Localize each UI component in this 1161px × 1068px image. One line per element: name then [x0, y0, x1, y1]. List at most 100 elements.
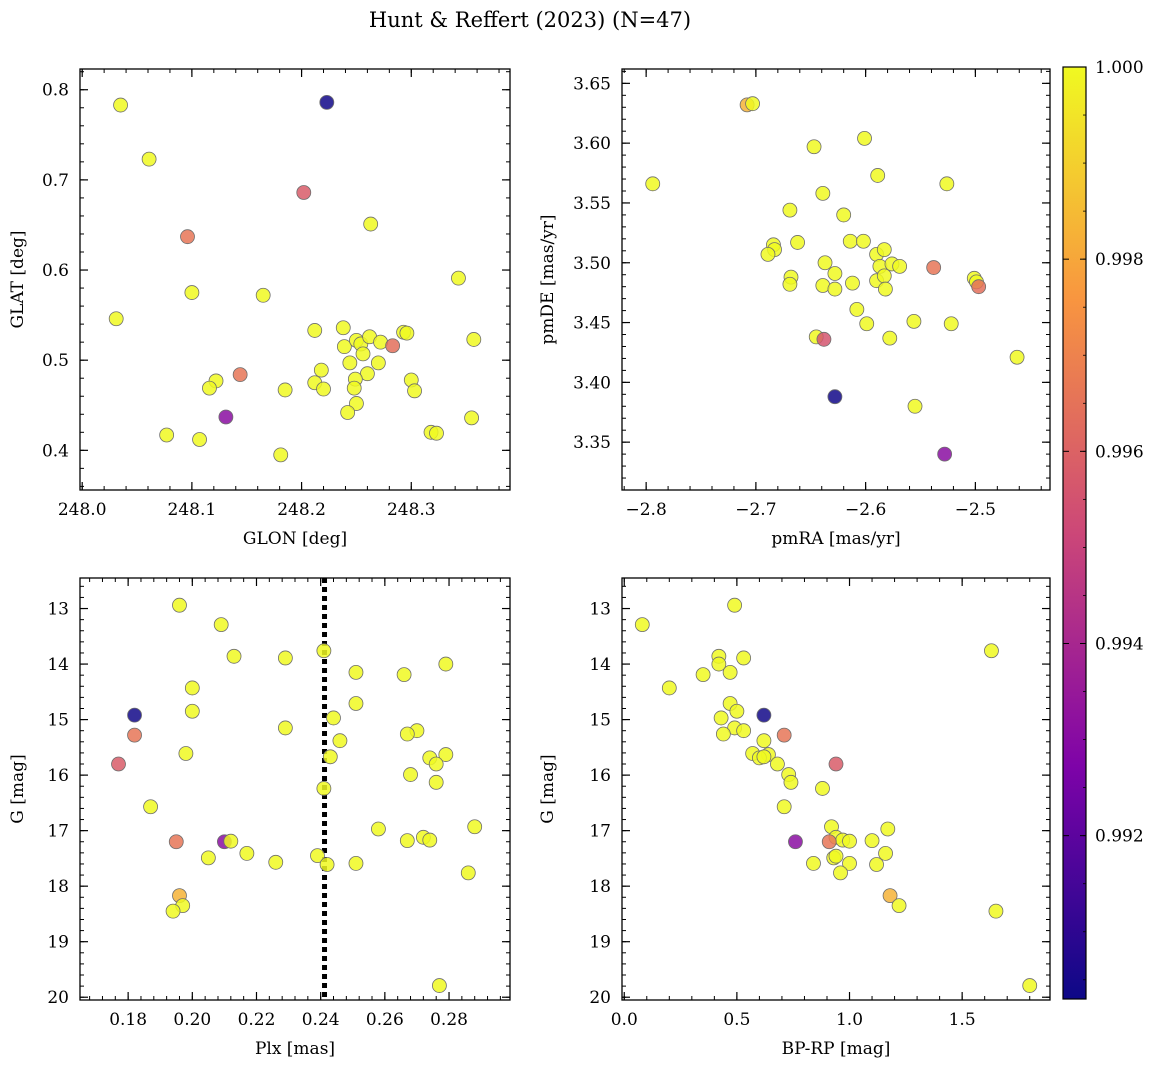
data-point	[113, 97, 128, 113]
data-point	[319, 94, 335, 110]
data-point	[184, 703, 200, 719]
data-point	[756, 733, 772, 749]
x-tick-label: 248.2	[277, 500, 326, 520]
data-point	[226, 648, 242, 664]
data-point	[776, 727, 792, 743]
data-point	[319, 857, 335, 872]
data-point	[159, 427, 175, 443]
y-tick-label: 0.6	[42, 261, 69, 281]
data-point	[399, 325, 415, 341]
data-point	[722, 664, 738, 680]
data-point	[880, 821, 896, 837]
y-tick-label: 3.45	[573, 314, 611, 334]
data-point	[715, 726, 731, 742]
data-point	[346, 380, 362, 396]
data-point	[788, 834, 803, 850]
y-axis-label: GLAT [deg]	[8, 230, 28, 328]
data-point	[878, 846, 893, 861]
data-point	[316, 643, 332, 659]
x-tick-label: 0.5	[723, 1010, 750, 1030]
y-axis-label: G [mag]	[8, 754, 28, 823]
data-point	[316, 781, 332, 796]
data-point	[200, 850, 216, 866]
x-tick-label: −2.8	[626, 500, 667, 520]
data-point	[745, 96, 760, 112]
data-point	[371, 821, 386, 837]
y-tick-label: 20	[47, 988, 69, 1008]
data-point	[127, 727, 142, 743]
data-point	[756, 707, 772, 723]
data-point	[828, 848, 844, 864]
data-point	[178, 746, 194, 761]
data-point	[363, 216, 379, 232]
colorbar-tick-label: 0.998	[1095, 250, 1144, 270]
data-point	[273, 447, 289, 463]
data-point	[307, 323, 323, 338]
x-tick-label: 0.28	[430, 1010, 468, 1030]
data-point	[359, 366, 375, 382]
y-tick-label: 14	[47, 655, 69, 675]
y-tick-label: 3.60	[573, 134, 611, 154]
data-point	[876, 242, 892, 257]
data-point	[428, 774, 444, 790]
y-tick-label: 18	[47, 877, 69, 897]
x-tick-label: −2.5	[955, 500, 996, 520]
colorbar-gradient	[1063, 67, 1086, 999]
data-point	[736, 650, 752, 666]
data-point	[806, 856, 821, 871]
x-tick-label: −2.6	[845, 500, 886, 520]
data-point	[869, 857, 884, 872]
x-tick-label: 1.0	[836, 1010, 863, 1030]
data-point	[842, 856, 857, 871]
data-point	[355, 346, 371, 362]
y-axis-label: pmDE [mas/yr]	[538, 214, 558, 344]
data-point	[984, 643, 999, 659]
data-point	[296, 185, 312, 200]
data-point	[827, 389, 843, 405]
data-point	[310, 848, 325, 864]
data-point	[192, 432, 207, 447]
data-point	[988, 903, 1004, 919]
data-point	[232, 367, 248, 383]
data-point	[782, 202, 798, 218]
data-point	[464, 410, 480, 426]
x-tick-label: −2.7	[735, 500, 776, 520]
data-point	[184, 680, 200, 696]
y-tick-label: 0.8	[42, 81, 69, 101]
data-point	[451, 270, 466, 286]
data-point	[926, 260, 942, 275]
data-point	[943, 316, 959, 332]
data-point	[277, 650, 293, 666]
data-point	[695, 667, 711, 683]
data-point	[827, 266, 843, 281]
axes-frame	[79, 68, 511, 491]
data-point	[268, 854, 284, 870]
data-point	[842, 833, 857, 849]
data-point	[645, 176, 661, 192]
data-point	[332, 733, 348, 749]
data-point	[1009, 349, 1025, 365]
data-point	[316, 381, 331, 397]
y-tick-label: 19	[589, 933, 611, 953]
data-point	[877, 281, 893, 297]
data-point	[729, 703, 745, 719]
y-tick-label: 17	[589, 822, 611, 842]
x-tick-label: 248.1	[168, 500, 217, 520]
y-tick-label: 20	[589, 988, 611, 1008]
data-point	[661, 680, 677, 696]
data-point	[385, 338, 401, 354]
data-point	[349, 396, 364, 411]
x-tick-label: 0.22	[238, 1010, 276, 1030]
data-point	[776, 799, 792, 815]
colorbar-frame	[1062, 66, 1087, 1000]
data-point	[428, 756, 444, 772]
data-point	[399, 833, 415, 849]
data-point	[713, 710, 729, 726]
y-tick-label: 3.50	[573, 254, 611, 274]
data-point	[432, 978, 447, 993]
data-point	[336, 339, 352, 355]
data-point	[335, 320, 351, 336]
x-tick-label: 1.5	[949, 1010, 976, 1030]
x-tick-label: 0.26	[366, 1010, 404, 1030]
data-point	[736, 723, 752, 739]
